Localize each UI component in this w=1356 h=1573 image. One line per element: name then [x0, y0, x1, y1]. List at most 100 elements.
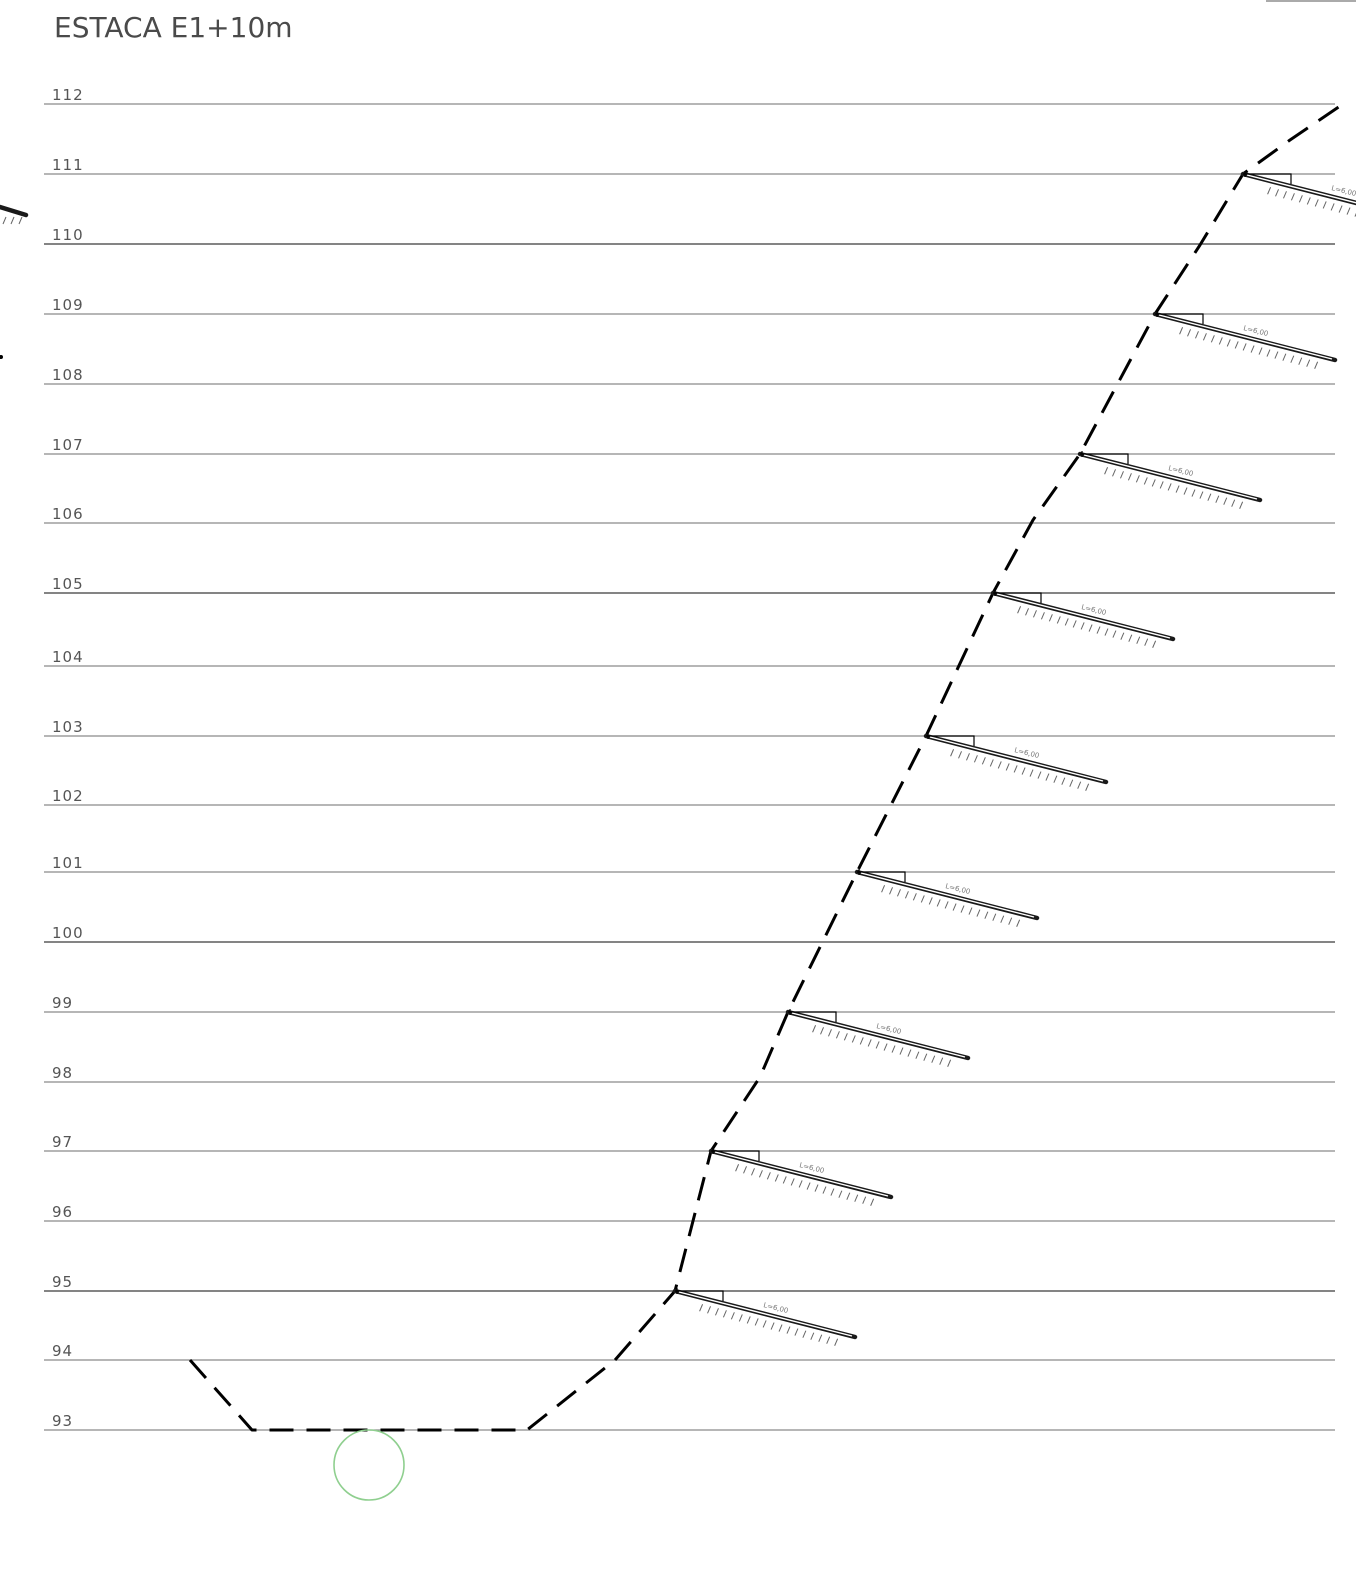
anchor-grout-hatch — [1354, 212, 1356, 217]
anchor-grout-hatch — [794, 1328, 799, 1336]
anchor-grout-hatch — [1306, 197, 1311, 205]
anchor-bar-core — [929, 736, 1104, 782]
anchor-grout-hatch — [1187, 329, 1191, 337]
anchor-grout-hatch — [881, 885, 886, 893]
anchor-grout-hatch — [889, 887, 893, 895]
anchor-grout-hatch — [1306, 359, 1311, 367]
anchor-grout-hatch — [707, 1306, 711, 1314]
anchor-grout-hatch — [1056, 616, 1061, 624]
anchor-grout-hatch — [812, 1025, 817, 1033]
elevation-label-104: 104 — [52, 648, 84, 666]
anchor-grout-hatch — [770, 1322, 775, 1330]
elevation-label-101: 101 — [52, 854, 84, 872]
anchor-grout-hatch — [1053, 775, 1058, 783]
elevation-label-112: 112 — [52, 86, 84, 104]
anchor-grout-hatch — [1025, 608, 1029, 616]
anchor-grout-hatch — [751, 1168, 755, 1176]
anchor-grout-hatch — [1144, 638, 1149, 646]
anchor-grout-hatch — [735, 1164, 740, 1172]
anchor-grout-hatch — [786, 1326, 791, 1334]
anchor-grout-hatch — [1314, 361, 1319, 369]
anchor-grout-hatch — [1223, 497, 1228, 505]
anchor-grout-hatch — [1127, 473, 1132, 481]
anchor-grout-hatch — [968, 907, 973, 915]
anchor-grout-hatch — [1072, 620, 1077, 628]
anchor-grout-hatch — [1234, 341, 1239, 349]
anchor-grout-hatch — [766, 1172, 771, 1180]
anchor-grout-hatch — [820, 1027, 824, 1035]
adjacent-anchor-hatch — [10, 216, 15, 225]
anchor-grout-hatch — [806, 1182, 811, 1190]
adjacent-section-fragment — [0, 204, 29, 359]
anchor-grout-hatch — [1080, 622, 1085, 630]
elevation-label-107: 107 — [52, 436, 84, 454]
anchor-grout-hatch — [1151, 479, 1156, 487]
anchor-grout-hatch — [862, 1196, 867, 1204]
anchor-head-plate — [711, 1150, 760, 1161]
soil-nail-anchor: L=6,00 — [990, 590, 1176, 648]
anchor-grout-hatch — [1152, 640, 1157, 648]
anchor-grout-hatch — [1226, 339, 1231, 347]
soil-nail-anchor: L=6,00 — [1077, 451, 1263, 509]
anchor-grout-hatch — [782, 1176, 787, 1184]
anchor-grout-hatch — [1135, 475, 1140, 483]
anchor-grout-hatch — [814, 1184, 819, 1192]
soil-nail-anchor: L=6,00 — [785, 1009, 971, 1067]
anchor-grout-hatch — [1215, 495, 1220, 503]
anchor-grout-hatch — [1290, 355, 1295, 363]
anchor-grout-hatch — [1183, 487, 1188, 495]
anchor-grout-hatch — [1298, 195, 1303, 203]
anchor-grout-hatch — [870, 1198, 875, 1206]
anchor-grout-hatch — [997, 761, 1002, 769]
anchor-grout-hatch — [1258, 347, 1263, 355]
anchor-grout-hatch — [778, 1324, 783, 1332]
anchor-grout-hatch — [1040, 612, 1045, 620]
anchor-grout-hatch — [1112, 630, 1117, 638]
anchor-grout-hatch — [947, 1059, 952, 1067]
anchor-grout-hatch — [730, 1312, 735, 1320]
anchor-grout-hatch — [830, 1188, 835, 1196]
anchor-grout-hatch — [981, 757, 986, 765]
soil-nail-anchors: L=6,00 L=6,00 L=6,00 L=6,00 L=6,00 L=6,00 L=6,… — [672, 171, 1356, 1346]
elevation-label-98: 98 — [52, 1064, 73, 1082]
anchor-grout-hatch — [1029, 769, 1034, 777]
anchor-grout-hatch — [1175, 485, 1180, 493]
anchor-grout-hatch — [699, 1304, 704, 1312]
anchor-grout-hatch — [1267, 187, 1272, 195]
adjacent-point-fragment — [0, 355, 3, 359]
anchor-bar-core — [996, 593, 1171, 639]
adjacent-anchor-hatch — [18, 216, 23, 225]
anchor-grout-hatch — [1322, 201, 1327, 209]
anchor-grout-hatch — [1120, 471, 1124, 479]
anchor-head-plate — [857, 871, 906, 882]
anchor-grout-hatch — [822, 1186, 827, 1194]
anchor-grout-hatch — [899, 1047, 904, 1055]
anchor-grout-hatch — [1077, 781, 1082, 789]
anchor-grout-hatch — [1290, 193, 1295, 201]
adjacent-anchor-fragment — [0, 204, 29, 218]
anchor-grout-hatch — [859, 1037, 864, 1045]
anchor-grout-hatch — [1274, 351, 1279, 359]
anchor-grout-hatch — [1179, 327, 1184, 335]
anchor-grout-hatch — [875, 1041, 880, 1049]
anchor-grout-hatch — [1013, 765, 1018, 773]
anchor-grout-hatch — [1218, 337, 1223, 345]
anchor-grout-hatch — [846, 1192, 851, 1200]
anchor-grout-hatch — [746, 1316, 751, 1324]
anchor-grout-hatch — [838, 1190, 843, 1198]
anchor-grout-hatch — [907, 1049, 912, 1057]
elevation-label-108: 108 — [52, 366, 84, 384]
anchor-grout-hatch — [1136, 636, 1141, 644]
anchor-grout-hatch — [897, 889, 901, 897]
anchor-grout-hatch — [828, 1029, 832, 1037]
elevation-label-96: 96 — [52, 1203, 73, 1221]
anchor-grout-hatch — [1191, 489, 1196, 497]
anchor-grout-hatch — [973, 755, 978, 763]
anchor-grout-hatch — [1064, 618, 1069, 626]
anchor-bar-core — [714, 1151, 889, 1197]
anchor-grout-hatch — [743, 1166, 747, 1174]
elevation-label-109: 109 — [52, 296, 84, 314]
adjacent-anchor-hatch — [2, 216, 7, 225]
anchor-grout-hatch — [1314, 199, 1319, 207]
anchor-grout-hatch — [1096, 626, 1101, 634]
